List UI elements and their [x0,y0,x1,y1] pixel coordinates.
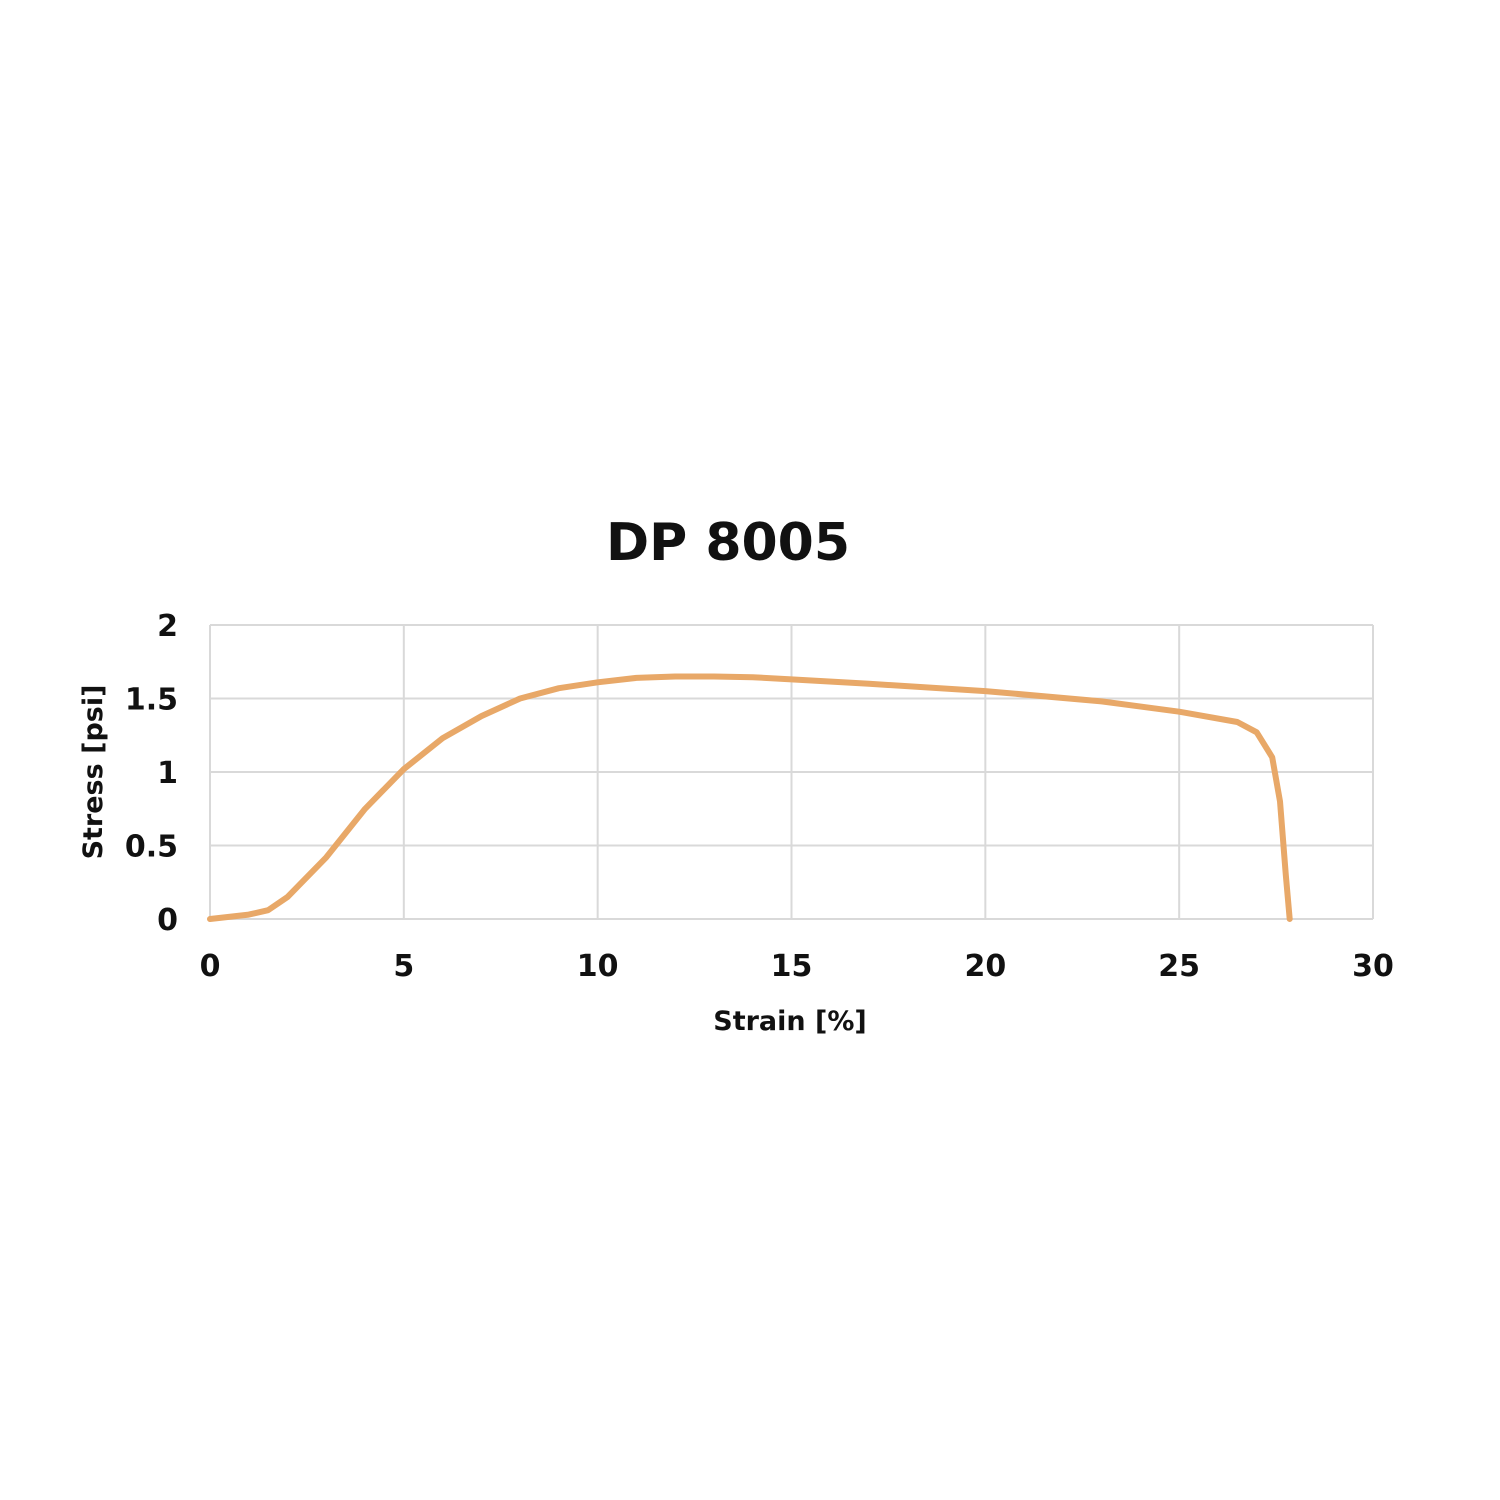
series-line [207,673,1293,922]
x-tick-label: 0 [200,949,221,984]
x-tick-label: 10 [577,949,619,984]
y-tick-label: 1.5 [125,683,178,718]
chart-title: DP 8005 [606,513,850,573]
y-tick-label: 0 [157,903,178,938]
y-tick-label: 0.5 [125,830,178,865]
x-tick-labels: 0 5 10 15 20 25 30 [200,949,1394,984]
x-tick-label: 25 [1158,949,1200,984]
y-axis-label: Stress [psi] [78,685,109,860]
x-tick-label: 5 [393,949,414,984]
x-tick-label: 15 [771,949,813,984]
y-tick-label: 1 [157,756,178,791]
y-tick-labels: 0 0.5 1 1.5 2 [125,609,178,938]
x-axis-label: Strain [%] [713,1006,867,1037]
x-tick-label: 20 [964,949,1006,984]
y-tick-label: 2 [157,609,178,644]
grid [209,624,1374,920]
x-tick-label: 30 [1352,949,1394,984]
